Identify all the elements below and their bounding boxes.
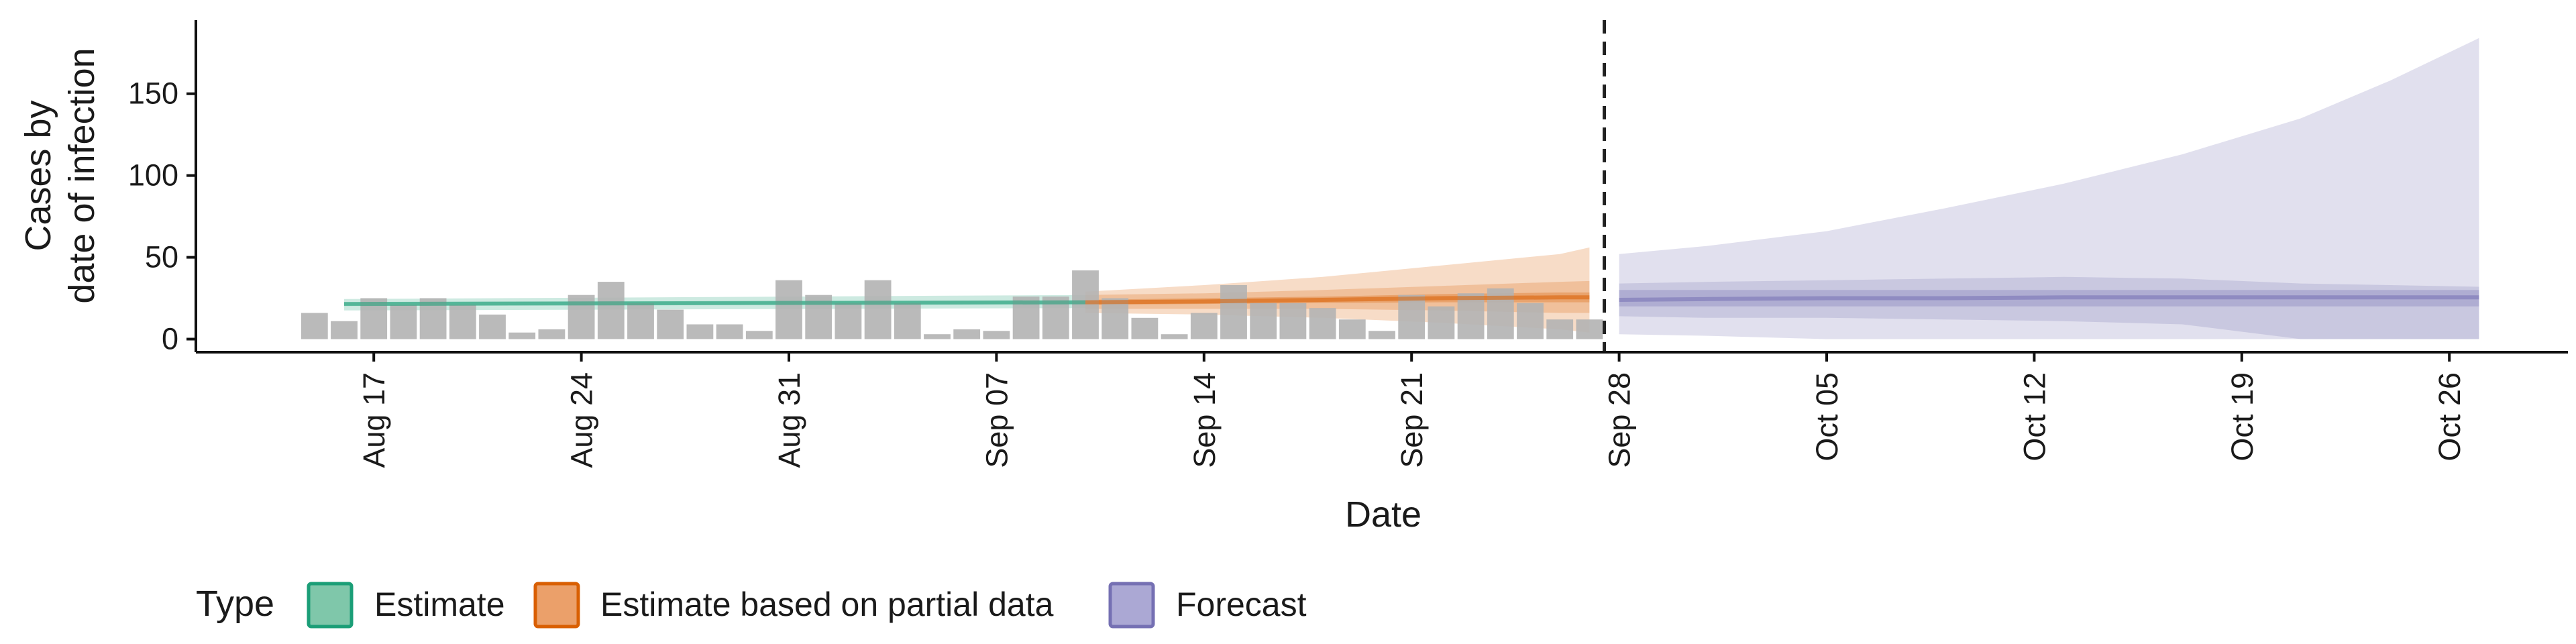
bar-2020-08-30 bbox=[745, 331, 773, 339]
bar-2020-09-16 bbox=[1250, 303, 1277, 339]
bar-2020-09-05 bbox=[924, 334, 951, 339]
legend-key-partial bbox=[533, 582, 580, 629]
bar-2020-09-18 bbox=[1309, 308, 1336, 339]
bar-2020-09-26 bbox=[1546, 319, 1574, 339]
bar-2020-08-25 bbox=[597, 282, 625, 339]
median-line-estimate-based-on-partial-data bbox=[1085, 295, 1590, 305]
bar-2020-09-10 bbox=[1072, 270, 1099, 339]
ribbon-forecast-50 bbox=[1619, 276, 2479, 339]
x-tick-label-2020-10-12: Oct 12 bbox=[2017, 372, 2051, 462]
x-tick-label-2020-08-24: Aug 24 bbox=[565, 372, 599, 468]
ribbon-forecast-90 bbox=[1619, 38, 2479, 339]
legend-label-partial: Estimate based on partial data bbox=[600, 586, 1054, 623]
bar-2020-09-13 bbox=[1161, 334, 1188, 339]
median-line-estimate bbox=[343, 300, 1086, 307]
bar-2020-09-14 bbox=[1190, 313, 1218, 339]
reported-cases-bars bbox=[301, 270, 1603, 339]
bar-2020-09-20 bbox=[1368, 331, 1395, 339]
legend: Type Estimate Estimate based on partial … bbox=[196, 582, 1307, 629]
bar-2020-09-21 bbox=[1398, 294, 1426, 339]
bar-2020-09-17 bbox=[1279, 303, 1307, 339]
bar-2020-09-11 bbox=[1102, 298, 1129, 339]
y-axis-title-line-2: date of infection bbox=[62, 48, 102, 303]
bar-2020-08-21 bbox=[479, 314, 506, 339]
y-axis-title: Cases by date of infection bbox=[18, 48, 102, 303]
bar-2020-09-12 bbox=[1131, 317, 1159, 339]
bar-2020-08-29 bbox=[716, 324, 743, 339]
median-line-forecast bbox=[1619, 295, 2479, 302]
bar-2020-09-22 bbox=[1428, 306, 1455, 339]
bar-2020-09-19 bbox=[1338, 319, 1366, 339]
bar-2020-09-03 bbox=[864, 280, 892, 339]
x-tick-label-2020-09-28: Sep 28 bbox=[1603, 372, 1637, 468]
legend-item-partial: Estimate based on partial data bbox=[533, 582, 1054, 629]
x-tick-label-2020-10-19: Oct 19 bbox=[2225, 372, 2259, 462]
bar-2020-08-20 bbox=[449, 305, 476, 339]
bar-2020-08-15 bbox=[301, 313, 328, 339]
y-tick-label-0: 0 bbox=[162, 321, 178, 356]
bar-2020-09-02 bbox=[835, 303, 862, 339]
bar-2020-09-27 bbox=[1576, 319, 1603, 339]
bar-2020-09-04 bbox=[894, 303, 921, 339]
bar-2020-09-06 bbox=[953, 329, 981, 339]
legend-label-forecast: Forecast bbox=[1176, 586, 1307, 623]
legend-label-estimate: Estimate bbox=[374, 586, 505, 623]
median-lines bbox=[343, 295, 2479, 307]
bar-2020-08-22 bbox=[508, 332, 536, 339]
bar-2020-08-18 bbox=[390, 305, 417, 339]
y-tick-label-50: 50 bbox=[145, 240, 178, 274]
x-axis-ticks: Aug 17 Aug 24 Aug 31 Sep 07 Sep 14 Sep 21 Sep … bbox=[357, 352, 2467, 468]
bar-2020-09-15 bbox=[1220, 285, 1247, 339]
x-axis-title: Date bbox=[1345, 494, 1421, 535]
x-tick-label-2020-08-31: Aug 31 bbox=[772, 372, 806, 468]
bar-2020-08-27 bbox=[657, 309, 684, 339]
y-tick-label-150: 150 bbox=[128, 76, 178, 111]
legend-item-estimate: Estimate bbox=[307, 582, 505, 629]
x-tick-label-2020-09-21: Sep 21 bbox=[1395, 372, 1429, 468]
x-tick-label-2020-10-26: Oct 26 bbox=[2432, 372, 2467, 462]
ribbon-layer bbox=[344, 38, 2479, 339]
y-axis-title-line-1: Cases by bbox=[18, 100, 58, 251]
bar-2020-08-23 bbox=[538, 329, 566, 339]
bar-2020-08-28 bbox=[686, 324, 714, 339]
x-tick-label-2020-08-17: Aug 17 bbox=[357, 372, 391, 468]
axes bbox=[195, 20, 2568, 354]
bar-2020-09-23 bbox=[1457, 293, 1485, 339]
legend-item-forecast: Forecast bbox=[1108, 582, 1307, 629]
bar-2020-08-26 bbox=[627, 303, 654, 339]
legend-key-forecast bbox=[1108, 582, 1155, 629]
legend-key-estimate bbox=[307, 582, 354, 629]
bar-2020-09-07 bbox=[983, 331, 1010, 339]
y-tick-label-100: 100 bbox=[128, 158, 178, 193]
bar-2020-08-16 bbox=[331, 321, 358, 339]
y-axis-ticks: 0 50 100 150 bbox=[128, 76, 196, 356]
bar-2020-08-31 bbox=[775, 280, 802, 339]
legend-title: Type bbox=[196, 584, 274, 624]
bar-2020-09-25 bbox=[1517, 303, 1544, 339]
x-tick-label-2020-10-05: Oct 05 bbox=[1810, 372, 1844, 462]
x-tick-label-2020-09-14: Sep 14 bbox=[1187, 372, 1222, 468]
x-tick-label-2020-09-07: Sep 07 bbox=[979, 372, 1014, 468]
